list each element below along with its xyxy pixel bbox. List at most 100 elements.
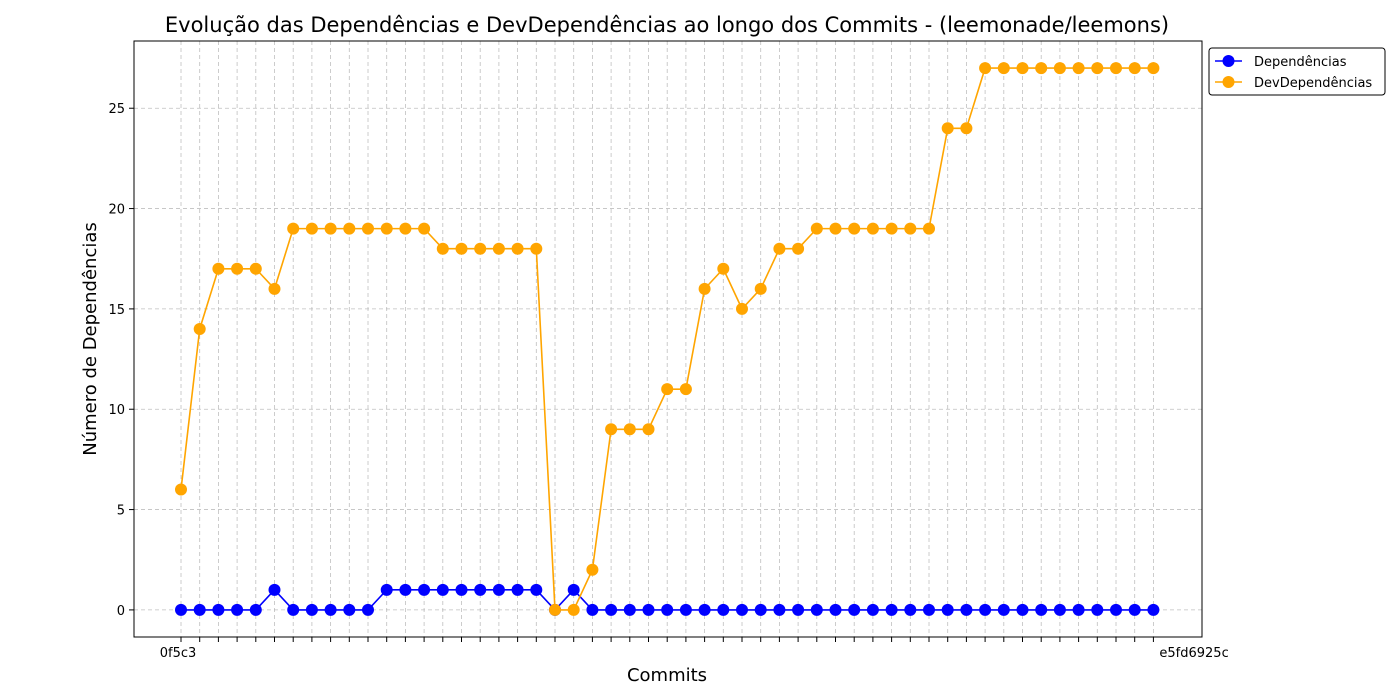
data-point [586,563,599,576]
data-point [1035,603,1048,616]
data-point [679,603,692,616]
data-point [492,242,505,255]
data-point [1072,62,1085,75]
data-point [586,603,599,616]
data-point [380,222,393,235]
data-point [923,222,935,235]
data-point [287,222,300,235]
data-point [193,603,206,616]
y-tick-label: 25 [108,102,125,117]
data-point [193,322,206,335]
data-point [175,483,187,496]
data-point [623,603,636,616]
data-point [474,583,487,596]
data-point [960,603,973,616]
x-tick-label-last: e5fd6925c [1159,646,1228,661]
series-group [175,62,1160,616]
y-tick-label: 10 [108,403,125,418]
x-axis: 0f5c3 e5fd6925c [160,637,1229,661]
data-point [885,222,898,235]
data-point [810,222,823,235]
legend-label: DevDependências [1254,76,1372,91]
data-point [736,603,748,616]
data-point [605,423,618,436]
data-point [736,302,748,315]
data-point [1053,603,1066,616]
series-1 [175,583,1160,616]
legend-label: Dependências [1254,55,1347,70]
data-point [829,222,842,235]
data-point [848,222,861,235]
data-point [1016,603,1029,616]
data-point [997,62,1010,75]
data-point [960,122,973,135]
y-axis: 0 5 10 15 20 25 [108,102,134,619]
data-point [1016,62,1029,75]
data-point [530,583,543,596]
data-point [305,222,318,235]
data-point [324,603,337,616]
data-point [175,603,187,616]
legend: Dependências DevDependências [1208,47,1386,96]
data-point [941,122,954,135]
data-point [1147,603,1160,616]
data-point [1091,62,1104,75]
legend-marker [1222,55,1235,67]
data-point [436,242,449,255]
data-point [436,583,449,596]
data-point [305,603,318,616]
data-point [362,603,374,616]
y-tick-label: 20 [108,203,125,218]
data-point [212,262,225,275]
data-point [642,423,655,436]
data-point [268,583,281,596]
data-point [848,603,861,616]
series-2 [175,62,1160,616]
data-point [418,583,431,596]
data-point [941,603,954,616]
data-point [866,222,879,235]
data-point [474,242,487,255]
data-point [1128,603,1141,616]
data-point [231,262,244,275]
data-point [773,603,786,616]
data-point [997,603,1010,616]
x-axis-label: Commits [627,665,707,686]
data-point [549,603,561,616]
data-point [661,383,674,396]
data-point [1110,62,1122,75]
data-point [231,603,244,616]
data-point [923,603,935,616]
data-point [623,423,636,436]
legend-box [1208,47,1386,96]
data-point [1147,62,1160,75]
data-point [567,583,580,596]
data-point [567,603,580,616]
data-point [362,222,374,235]
data-point [810,603,823,616]
data-point [212,603,225,616]
data-point [343,603,356,616]
data-point [511,583,524,596]
data-point [754,603,767,616]
data-point [1035,62,1048,75]
data-point [455,242,468,255]
legend-item: DevDependências [1215,76,1372,91]
data-point [866,603,879,616]
data-point [792,242,805,255]
data-point [399,222,412,235]
grid [134,41,1202,637]
y-tick-label: 5 [117,504,125,519]
data-point [1072,603,1085,616]
data-point [492,583,505,596]
data-point [717,603,730,616]
data-point [1128,62,1141,75]
data-point [904,222,917,235]
data-point [754,282,767,295]
data-point [287,603,300,616]
y-tick-label: 0 [117,604,125,619]
x-tick-label-first: 0f5c3 [160,646,197,661]
data-point [885,603,898,616]
data-point [642,603,655,616]
data-point [418,222,431,235]
